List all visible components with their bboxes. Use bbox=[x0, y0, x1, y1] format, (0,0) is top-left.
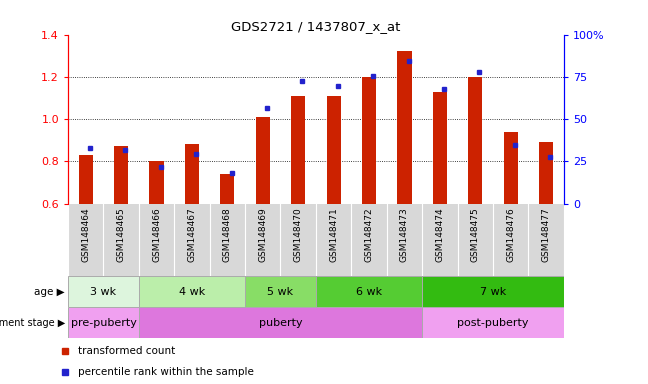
Text: GSM148467: GSM148467 bbox=[187, 207, 196, 262]
Bar bbox=[114, 147, 128, 204]
Bar bbox=[68, 276, 139, 307]
Bar bbox=[422, 276, 564, 307]
Bar bbox=[139, 276, 245, 307]
Text: development stage ▶: development stage ▶ bbox=[0, 318, 65, 328]
Text: 5 wk: 5 wk bbox=[268, 287, 294, 297]
Bar bbox=[139, 307, 422, 338]
Bar bbox=[68, 307, 139, 338]
Text: pre-puberty: pre-puberty bbox=[71, 318, 136, 328]
Text: GSM148473: GSM148473 bbox=[400, 207, 409, 262]
Text: GSM148475: GSM148475 bbox=[470, 207, 480, 262]
Bar bbox=[245, 276, 316, 307]
Text: 3 wk: 3 wk bbox=[90, 287, 117, 297]
Bar bbox=[78, 155, 93, 204]
Text: GSM148464: GSM148464 bbox=[81, 207, 90, 262]
Bar bbox=[468, 77, 482, 204]
Text: puberty: puberty bbox=[259, 318, 303, 328]
Bar bbox=[185, 144, 199, 204]
Text: GSM148466: GSM148466 bbox=[152, 207, 161, 262]
Text: post-puberty: post-puberty bbox=[457, 318, 529, 328]
Text: 4 wk: 4 wk bbox=[179, 287, 205, 297]
Bar bbox=[220, 174, 235, 204]
Bar bbox=[397, 51, 411, 204]
Text: GSM148469: GSM148469 bbox=[259, 207, 267, 262]
Text: transformed count: transformed count bbox=[78, 346, 175, 356]
Text: GSM148468: GSM148468 bbox=[223, 207, 232, 262]
Bar bbox=[150, 161, 164, 204]
Title: GDS2721 / 1437807_x_at: GDS2721 / 1437807_x_at bbox=[231, 20, 400, 33]
Text: age ▶: age ▶ bbox=[34, 287, 65, 297]
Text: GSM148477: GSM148477 bbox=[542, 207, 551, 262]
Text: GSM148472: GSM148472 bbox=[365, 207, 373, 262]
Text: GSM148474: GSM148474 bbox=[435, 207, 445, 262]
Bar bbox=[362, 77, 376, 204]
Text: GSM148476: GSM148476 bbox=[506, 207, 515, 262]
Bar bbox=[256, 117, 270, 204]
Bar bbox=[503, 132, 518, 204]
Bar bbox=[316, 276, 422, 307]
Text: percentile rank within the sample: percentile rank within the sample bbox=[78, 367, 253, 377]
Bar bbox=[539, 142, 553, 204]
Bar bbox=[422, 307, 564, 338]
Text: 6 wk: 6 wk bbox=[356, 287, 382, 297]
Bar bbox=[433, 92, 447, 204]
Bar bbox=[291, 96, 305, 204]
Text: GSM148471: GSM148471 bbox=[329, 207, 338, 262]
Bar bbox=[327, 96, 341, 204]
Text: GSM148465: GSM148465 bbox=[117, 207, 126, 262]
Text: 7 wk: 7 wk bbox=[480, 287, 506, 297]
Text: GSM148470: GSM148470 bbox=[294, 207, 303, 262]
